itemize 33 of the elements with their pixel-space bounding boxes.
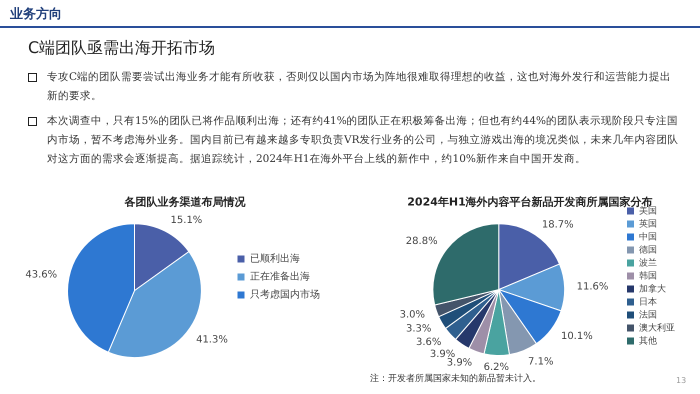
data-label: 10.1% (560, 331, 593, 342)
legend-label: 法国 (639, 309, 657, 320)
data-label: 41.3% (196, 334, 228, 346)
data-label: 7.1% (528, 356, 554, 368)
legend-label: 中国 (639, 231, 657, 242)
legend-label: 英国 (639, 218, 657, 230)
legend-label: 澳大利亚 (639, 322, 675, 334)
data-label: 28.8% (406, 236, 438, 247)
legend-label: 韩国 (639, 270, 657, 282)
text: 13 (676, 376, 686, 385)
data-label: 11.6% (576, 282, 608, 293)
text: C端团队亟需出海开拓市场 (28, 38, 216, 59)
legend-label: 日本 (639, 296, 657, 308)
text: 注：开发者所属国家未知的新品暂未计入。 (370, 372, 541, 385)
data-label: 3.3% (406, 323, 432, 334)
data-label: 15.1% (170, 215, 202, 226)
text: 本次调查中，只有15%的团队已将作品顺利出海；还有约41%的团队正在积极筹备出海；但也有约44%的团队表示现阶段只专注国内市场，暂不考虑海外业务。国内目前已有越来越多专职负责VR发行业务的公司，与独立游戏出海的境况类似，未来几年内容团队对这方面的需求会逐渐提高。据追踪统计，2024年H1在海外平台上线的新作中，约10%新作来自中国开发商。 (47, 114, 680, 167)
text: 专攻C端的团队需要尝试出海业务才能有所收获，否则仅以国内市场为阵地很难取得理想的收益，这也对海外发行和运营能力提出新的要求。 (47, 70, 672, 104)
legend-label: 已顺利出海 (250, 252, 300, 265)
data-label: 18.7% (542, 219, 574, 230)
data-label: 6.2% (484, 362, 510, 374)
legend-label: 正在准备出海 (250, 270, 310, 283)
data-label: 3.6% (416, 336, 442, 348)
legend-label: 波兰 (639, 257, 657, 268)
data-label: 3.0% (400, 309, 426, 320)
legend-label: 德国 (639, 244, 657, 256)
chart-title: 各团队业务渠道布局情况 (124, 195, 246, 208)
legend-label: 其他 (639, 335, 657, 346)
text: 业务方向 (10, 6, 62, 23)
legend-label: 只考虑国内市场 (250, 288, 320, 301)
data-label: 43.6% (25, 269, 58, 280)
legend-label: 加拿大 (639, 283, 666, 294)
data-label: 3.9% (446, 357, 472, 368)
